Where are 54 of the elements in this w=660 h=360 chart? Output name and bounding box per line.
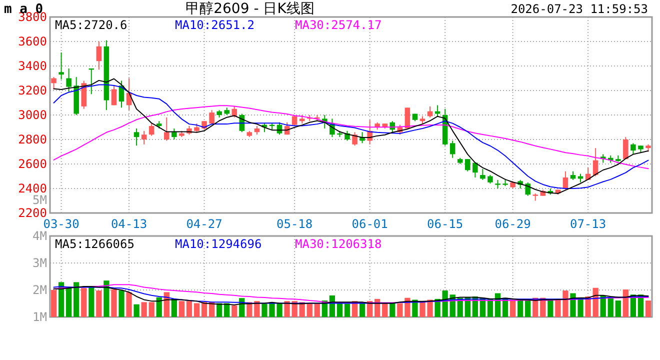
x-tick-label: 04-13 [110, 217, 148, 231]
candlestick [134, 128, 140, 146]
candlestick [562, 170, 568, 190]
y-tick-label: 3000 [18, 108, 47, 122]
candlestick [480, 168, 486, 180]
y-tick-label: 3200 [18, 84, 47, 98]
candlestick [209, 110, 214, 124]
candlestick [465, 158, 470, 172]
chart-title: 甲醇2609 - 日K线图 [186, 1, 314, 17]
candlestick [434, 104, 440, 117]
x-tick-label: 06-29 [494, 217, 531, 231]
x-tick-label: 06-01 [352, 217, 388, 231]
chart-subtitle: 2026-07-23 11:59:53 [510, 2, 648, 16]
x-tick-label: 07-13 [570, 217, 606, 231]
candlestick [472, 162, 478, 178]
candlestick [525, 182, 530, 196]
candlestick [623, 136, 628, 160]
candlestick [404, 107, 410, 129]
candlestick [450, 140, 456, 158]
text: MA30:1206318 [295, 237, 382, 251]
candlestick [352, 132, 358, 146]
candlestick [164, 116, 170, 142]
y-tick-label: 3600 [18, 34, 47, 48]
y-tick-label: 3M [32, 256, 47, 270]
text: MA5:1266065 [55, 237, 134, 251]
candlestick [51, 76, 56, 90]
candlestick [172, 128, 177, 140]
candlestick [66, 68, 72, 92]
y-tick-label: 1M [32, 310, 47, 324]
x-tick-label: 03-30 [43, 217, 80, 231]
candlestick [96, 41, 102, 70]
candlestick [232, 106, 237, 118]
text: MA10:2651.2 [175, 18, 254, 32]
line-series [53, 105, 649, 170]
y-tick-label: 2M [32, 283, 47, 297]
x-tick-label: 05-18 [276, 217, 313, 231]
text: MA30:2574.17 [295, 18, 382, 32]
text: 5M [32, 193, 47, 207]
x-tick-label: 04-27 [186, 217, 222, 231]
x-tick-label: 06-15 [427, 217, 464, 231]
candlestick [81, 80, 86, 110]
y-tick-label: 2400 [18, 182, 47, 196]
text: MA5:2720.6 [55, 18, 128, 32]
y-tick-label: 2600 [18, 157, 47, 171]
candlestick [148, 123, 154, 136]
candlestick [141, 130, 147, 145]
y-tick-label: 3400 [18, 59, 47, 73]
candlestick [111, 85, 117, 106]
y-tick-label: 4M [32, 229, 47, 243]
candlestick [630, 142, 636, 155]
candlestick [58, 52, 64, 80]
y-tick-label: 2200 [18, 206, 47, 220]
text: MA10:1294696 [175, 237, 262, 251]
y-tick-label: 2800 [18, 132, 47, 146]
